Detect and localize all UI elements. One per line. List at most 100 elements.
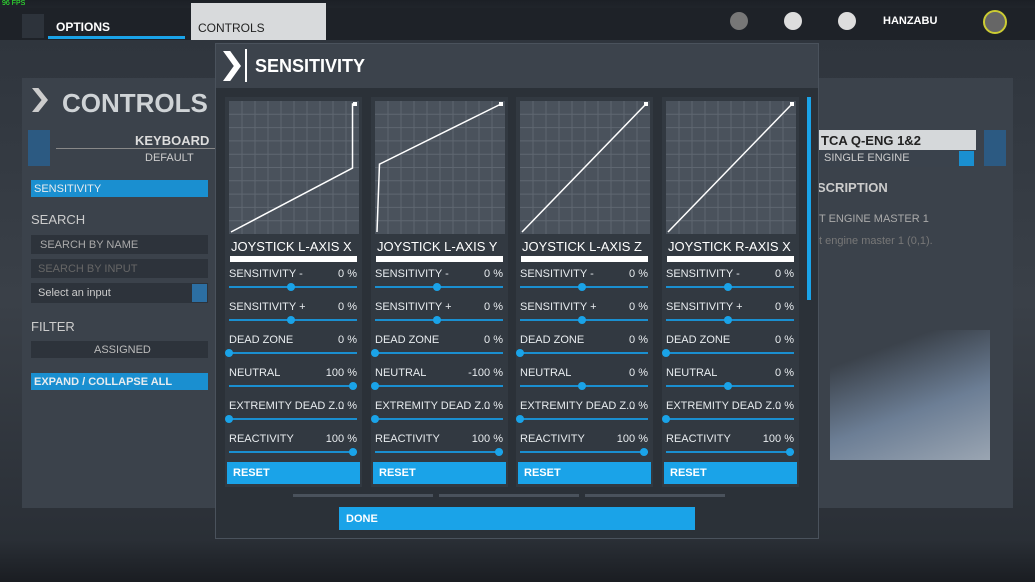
- axis-card: JOYSTICK L-AXIS Y SENSITIVITY - 0 % SENSITI…: [371, 97, 508, 487]
- slider-knob[interactable]: [724, 382, 732, 390]
- axis-card: JOYSTICK L-AXIS Z SENSITIVITY - 0 % SENSITI…: [516, 97, 653, 487]
- slider-track[interactable]: [375, 418, 503, 420]
- slider-knob[interactable]: [433, 283, 441, 291]
- sidebar-item[interactable]: SENSITIVITY: [34, 183, 102, 195]
- slider-track[interactable]: [520, 451, 648, 453]
- sidebar-item-active[interactable]: [31, 180, 208, 197]
- slider-knob[interactable]: [640, 448, 648, 456]
- slider-track[interactable]: [375, 451, 503, 453]
- filter-value[interactable]: ASSIGNED: [94, 344, 151, 356]
- search-field[interactable]: [31, 259, 208, 278]
- setting-label: EXTREMITY DEAD Z...: [375, 400, 491, 412]
- filter-selector[interactable]: [31, 341, 208, 358]
- slider-knob[interactable]: [287, 283, 295, 291]
- setting-label: REACTIVITY: [520, 433, 585, 445]
- device-image: [830, 330, 990, 460]
- reset-button[interactable]: [227, 462, 360, 484]
- slider-knob[interactable]: [578, 382, 586, 390]
- axis-bar: [521, 256, 648, 262]
- slider-knob[interactable]: [724, 283, 732, 291]
- slider-knob[interactable]: [578, 283, 586, 291]
- sidebar-title: CONTROLS: [62, 88, 208, 118]
- profile-arrow[interactable]: [959, 151, 974, 166]
- slider-knob[interactable]: [578, 316, 586, 324]
- username[interactable]: HANZABU: [883, 15, 938, 27]
- slider-track[interactable]: [375, 385, 503, 387]
- slider-knob[interactable]: [349, 448, 357, 456]
- slider-track[interactable]: [229, 385, 357, 387]
- setting-value: 0 %: [629, 334, 648, 346]
- slider-knob[interactable]: [433, 316, 441, 324]
- setting-value: 0 %: [484, 334, 503, 346]
- slider-knob[interactable]: [662, 349, 670, 357]
- slider-track[interactable]: [666, 451, 794, 453]
- slider-track[interactable]: [229, 451, 357, 453]
- slider-track[interactable]: [375, 352, 503, 354]
- expand-button[interactable]: [31, 373, 208, 390]
- reset-button[interactable]: [664, 462, 797, 484]
- slider-knob[interactable]: [225, 349, 233, 357]
- setting-value: 0 %: [338, 400, 357, 412]
- setting-label: SENSITIVITY -: [666, 268, 740, 280]
- avatar[interactable]: [983, 10, 1007, 34]
- prev-device[interactable]: [28, 130, 50, 166]
- slider-knob[interactable]: [516, 349, 524, 357]
- slider-knob[interactable]: [371, 349, 379, 357]
- slider-knob[interactable]: [349, 382, 357, 390]
- search-placeholder[interactable]: SEARCH BY NAME: [40, 239, 139, 251]
- setting-label: NEUTRAL: [229, 367, 281, 379]
- reset-label[interactable]: RESET: [233, 467, 270, 479]
- dropdown[interactable]: [31, 283, 208, 303]
- notifications-icon[interactable]: [838, 12, 856, 30]
- slider-track[interactable]: [229, 418, 357, 420]
- slider-knob[interactable]: [287, 316, 295, 324]
- setting-value: 0 %: [775, 268, 794, 280]
- tab-active[interactable]: [191, 3, 326, 40]
- tab[interactable]: CONTROLS: [198, 21, 265, 35]
- setting-label: NEUTRAL: [520, 367, 572, 379]
- friends-icon[interactable]: [730, 12, 748, 30]
- reset-label[interactable]: RESET: [524, 467, 561, 479]
- slider-track[interactable]: [520, 352, 648, 354]
- setting-label: DEAD ZONE: [229, 334, 294, 346]
- expand-label[interactable]: EXPAND / COLLAPSE ALL: [34, 376, 173, 388]
- slider-knob[interactable]: [225, 415, 233, 423]
- slider-knob[interactable]: [495, 448, 503, 456]
- slider-knob[interactable]: [662, 415, 670, 423]
- device-name: KEYBOARD: [135, 133, 210, 148]
- scrollbar[interactable]: [807, 97, 811, 300]
- setting-value: 100 %: [616, 433, 648, 445]
- slider-track[interactable]: [666, 418, 794, 420]
- home-button[interactable]: [22, 14, 44, 38]
- reset-button[interactable]: [518, 462, 651, 484]
- done-button[interactable]: [339, 507, 695, 530]
- slider-track[interactable]: [229, 352, 357, 354]
- dropdown-arrow[interactable]: [192, 284, 207, 302]
- setting-value: 100 %: [762, 433, 794, 445]
- slider-knob[interactable]: [516, 415, 524, 423]
- slider-track[interactable]: [666, 352, 794, 354]
- fps: 96 FPS: [2, 0, 26, 7]
- slider-knob[interactable]: [786, 448, 794, 456]
- tab[interactable]: OPTIONS: [56, 20, 111, 34]
- reset-button[interactable]: [373, 462, 506, 484]
- dropdown-text[interactable]: Select an input: [38, 287, 111, 299]
- done-label[interactable]: DONE: [346, 513, 378, 525]
- response-curve: [521, 103, 647, 233]
- reset-label[interactable]: RESET: [670, 467, 707, 479]
- search-field[interactable]: [31, 235, 208, 254]
- slider-knob[interactable]: [371, 382, 379, 390]
- slider-knob[interactable]: [371, 415, 379, 423]
- reset-label[interactable]: RESET: [379, 467, 416, 479]
- slider-track[interactable]: [520, 418, 648, 420]
- slider-knob[interactable]: [724, 316, 732, 324]
- search-placeholder[interactable]: SEARCH BY INPUT: [38, 263, 138, 275]
- next-device[interactable]: [984, 130, 1006, 166]
- profile-bar: [819, 150, 976, 167]
- axis-card: JOYSTICK L-AXIS X SENSITIVITY - 0 % SENSITI…: [225, 97, 362, 487]
- logo-bar: [245, 49, 247, 82]
- setting-label: SENSITIVITY -: [229, 268, 303, 280]
- dialog-title: SENSITIVITY: [255, 56, 366, 76]
- profile-icon[interactable]: [784, 12, 802, 30]
